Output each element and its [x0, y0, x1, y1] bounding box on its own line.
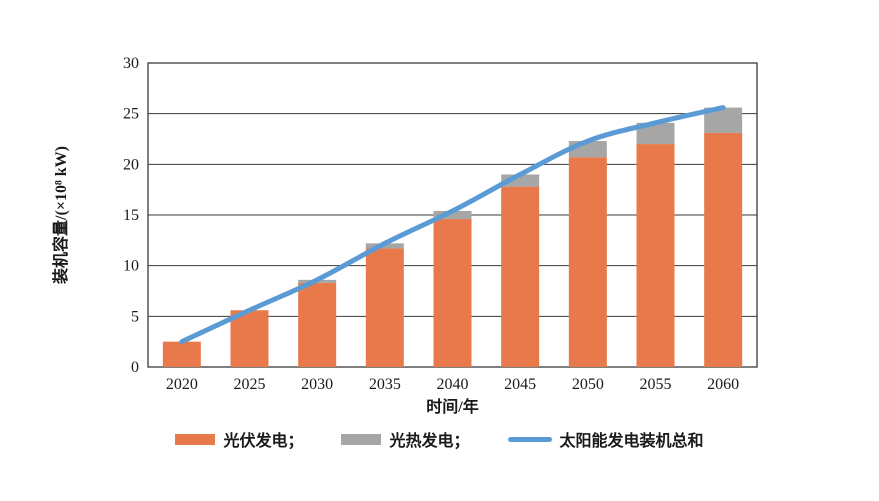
bar-segment-csp [636, 122, 675, 145]
bar-segment-pv [501, 186, 540, 367]
legend-item-csp: 光热发电； [341, 427, 470, 451]
x-tick-label: 2055 [640, 376, 672, 393]
y-axis-title: 装机容量/(×10⁸ kW) [51, 146, 70, 285]
bar-segment-pv [162, 341, 201, 367]
csp-bar-swatch-icon [341, 433, 382, 445]
y-tick-label: 30 [123, 55, 139, 72]
y-tick-label: 20 [123, 156, 139, 173]
bar-segment-pv [230, 310, 269, 367]
bar-segment-csp [433, 210, 472, 220]
y-tick-label: 10 [123, 258, 139, 275]
bar-segment-pv [365, 248, 404, 367]
x-tick-label: 2035 [369, 376, 401, 393]
y-tick-label: 5 [131, 308, 139, 325]
total-capacity-line [179, 105, 726, 345]
bar-segment-pv [433, 219, 472, 367]
legend-label-csp: 光热发电； [389, 433, 470, 450]
y-tick-label: 0 [131, 359, 139, 376]
legend-item-total: 太阳能发电装机总和 [507, 427, 704, 451]
x-tick-label: 2030 [301, 376, 333, 393]
bar-segment-pv [636, 144, 675, 367]
chart-legend: 光伏发电； 光热发电； 太阳能发电装机总和 [0, 424, 879, 454]
total-line-swatch-icon [507, 436, 552, 442]
bar-segment-pv [298, 282, 337, 367]
x-tick-label: 2050 [572, 376, 604, 393]
y-tick-label: 25 [123, 106, 139, 123]
legend-item-pv: 光伏发电； [175, 427, 303, 451]
legend-label-pv: 光伏发电； [223, 433, 304, 450]
x-tick-label: 2060 [707, 376, 739, 393]
bar-segment-pv [704, 132, 743, 367]
bar-segment-pv [568, 157, 607, 367]
y-tick-label: 15 [123, 207, 139, 224]
x-tick-label: 2040 [437, 376, 469, 393]
x-tick-label: 2020 [166, 376, 198, 393]
x-axis-title: 时间/年 [426, 397, 478, 416]
x-tick-label: 2045 [504, 376, 536, 393]
legend-label-total: 太阳能发电装机总和 [559, 433, 704, 450]
pv-bar-swatch-icon [175, 433, 216, 445]
x-tick-label: 2025 [234, 376, 266, 393]
